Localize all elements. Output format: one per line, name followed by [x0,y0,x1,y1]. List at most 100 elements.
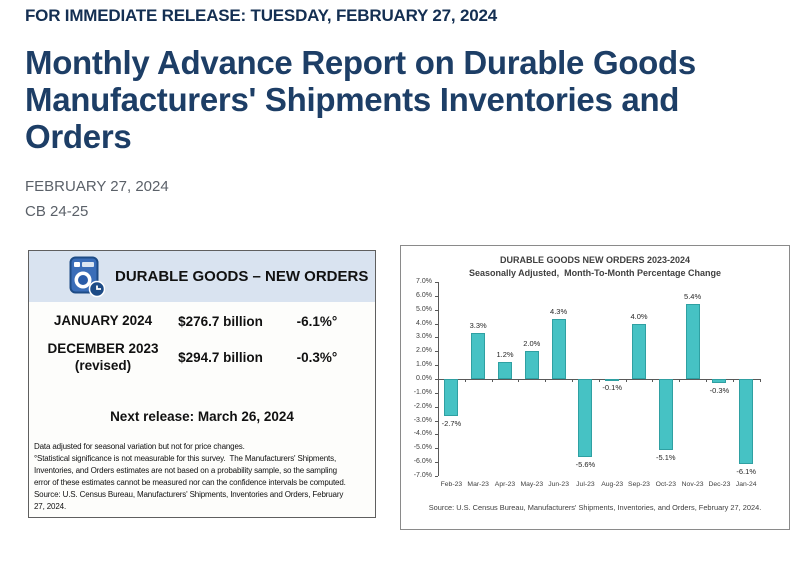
bar-Jun-23 [551,319,566,379]
bar-value-label: -0.1% [602,383,622,393]
release-banner: FOR IMMEDIATE RELEASE: TUESDAY, FEBRUARY… [25,6,497,25]
y-tick [435,351,438,353]
y-tick-label: 0.0% [416,375,432,382]
x-category-label: Oct-23 [655,481,676,489]
data-row-december: DECEMBER 2023 (revised) $294.7 billion -… [43,341,356,375]
x-tick [464,379,466,382]
bar-value-label: 3.3% [469,321,487,331]
infographic-title: DURABLE GOODS – NEW ORDERS [115,268,369,285]
y-tick [435,323,438,325]
x-category-label: Aug-23 [601,481,624,489]
x-tick [706,379,707,382]
y-tick [435,337,438,339]
y-tick [435,281,438,283]
y-tick [435,295,438,297]
y-tick [435,392,438,394]
y-tick [435,309,438,311]
bar-value-label: 4.3% [550,307,568,317]
bar-Mar-23 [471,333,486,379]
bar-value-label: -6.1% [736,466,756,476]
x-category-label: Feb-23 [440,481,463,489]
y-tick-label: -3.0% [413,416,432,424]
bar-Oct-23 [658,379,673,450]
period-change: -0.3%° [296,350,338,366]
bar-Jan-24 [739,379,754,464]
next-release-note: Next release: March 26, 2024 [110,409,294,424]
bar-Jul-23 [578,379,593,457]
durable-goods-infographic-card: DURABLE GOODS – NEW ORDERS JANUARY 2024 … [28,250,376,518]
y-tick-label: 5.0% [416,305,432,313]
infographic-footnote: Data adjusted for seasonal variation but… [34,442,346,511]
y-tick [435,379,438,380]
bar-value-label: -5.1% [656,452,676,462]
y-tick [435,406,438,408]
y-tick [435,434,438,436]
x-tick [679,379,681,382]
x-tick [545,379,547,382]
y-tick [435,476,438,478]
y-tick-label: 6.0% [416,291,432,299]
y-tick-label: 4.0% [416,319,432,327]
bar-value-label: -0.3% [709,386,730,396]
page-title: Monthly Advance Report on Durable Goods … [25,44,696,155]
infographic-header: DURABLE GOODS – NEW ORDERS [29,251,375,302]
bar-Dec-23 [712,379,727,384]
x-tick [625,379,627,382]
bar-value-label: -2.7% [441,419,462,429]
period-label: DECEMBER 2023 (revised) [47,341,159,373]
y-tick-label: 7.0% [416,277,432,285]
x-category-label: May-23 [520,481,544,489]
x-category-label: Jul-23 [576,481,595,489]
y-tick-label: 2.0% [416,347,432,355]
new-orders-chart-panel: DURABLE GOODS NEW ORDERS 2023-2024 Seaso… [400,245,790,530]
bar-value-label: 1.2% [496,350,514,360]
x-tick [518,379,520,382]
x-category-label: Sep-23 [628,481,650,489]
x-category-label: Nov-23 [681,481,704,489]
bar-May-23 [524,351,539,379]
bar-Nov-23 [685,304,700,379]
x-category-label: Mar-23 [467,481,489,489]
x-category-label: Apr-23 [494,481,516,489]
period-label: JANUARY 2024 [53,313,153,328]
x-category-label: Dec-23 [708,481,731,489]
chart-subtitle: Seasonally Adjusted, Month-To-Month Perc… [468,268,722,278]
period-value: $294.7 billion [178,350,263,366]
bar-value-label: 5.4% [684,292,702,302]
x-tick [438,379,439,382]
bar-Feb-23 [444,379,459,417]
bar-Aug-23 [605,379,620,381]
y-tick-label: -4.0% [413,430,432,438]
y-tick [435,448,438,450]
bar-value-label: -5.6% [575,459,596,469]
period-change: -6.1%° [296,313,338,329]
bar-Sep-23 [632,323,646,379]
x-tick [491,379,493,382]
bar-value-label: 2.0% [523,339,541,349]
y-tick-label: -2.0% [413,402,432,410]
bar-value-label: 4.0% [630,311,648,321]
y-tick [435,462,438,464]
x-tick [759,379,761,382]
y-tick-label: -1.0% [413,388,432,396]
y-tick-label: -6.0% [413,458,432,466]
x-category-label: Jan-24 [735,481,757,489]
x-category-label: Jun-23 [548,481,569,489]
y-tick-label: -7.0% [413,472,432,480]
y-tick-label: -5.0% [413,444,432,452]
chart-title: DURABLE GOODS NEW ORDERS 2023-2024 [499,255,691,265]
washing-machine-icon [69,256,105,297]
bar-Apr-23 [498,362,512,379]
chart-source: Source: U.S. Census Bureau, Manufacturer… [428,503,762,512]
x-tick [732,379,734,382]
y-tick-label: 3.0% [416,333,432,341]
x-tick [572,379,573,382]
bar-chart-plot: 7.0% 6.0% 5.0% 4.0% 3.0% 2.0% 1.0% 0.0% -1.0% -2.… [401,246,789,529]
x-tick [598,379,600,382]
y-tick [435,365,438,367]
period-value: $276.7 billion [178,313,263,329]
y-axis-line [438,281,439,476]
report-number: CB 24-25 [25,203,89,220]
data-row-january: JANUARY 2024 $276.7 billion -6.1%° [43,313,356,330]
